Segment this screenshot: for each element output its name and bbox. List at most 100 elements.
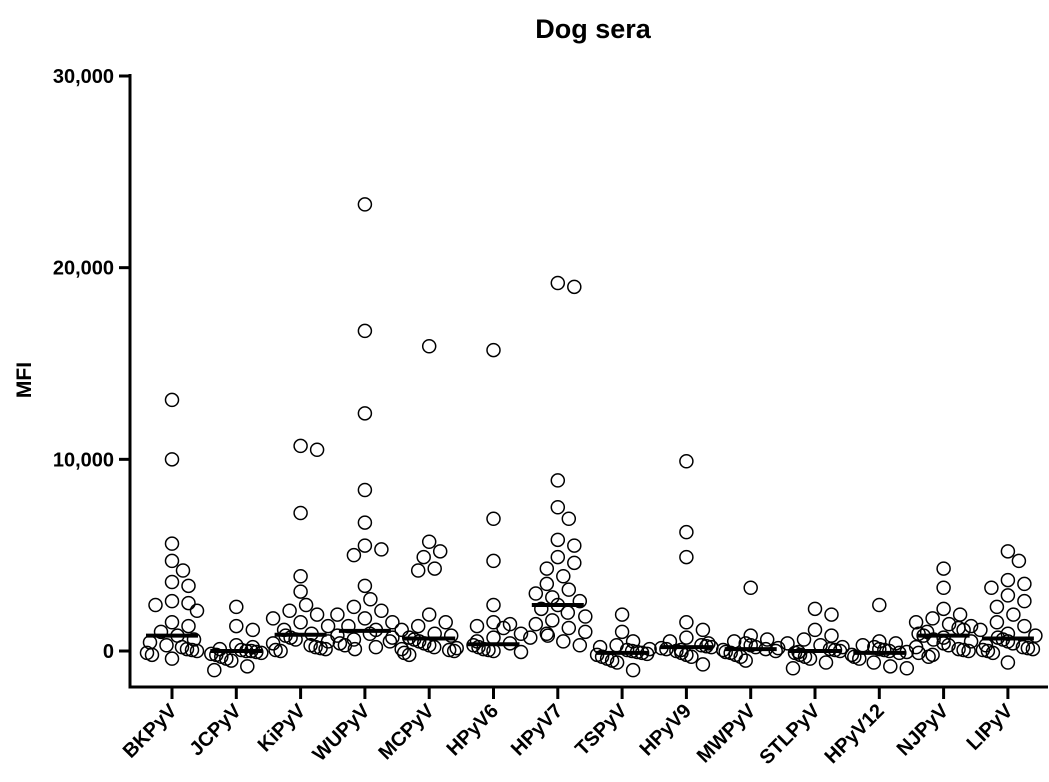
data-point xyxy=(443,628,459,643)
data-point xyxy=(496,620,511,636)
data-point xyxy=(374,542,389,557)
data-point xyxy=(265,636,281,651)
data-point xyxy=(528,586,544,601)
data-point xyxy=(572,638,588,653)
data-point xyxy=(824,607,839,622)
data-point xyxy=(1017,576,1032,592)
data-point xyxy=(911,645,926,661)
y-axis-label: MFI xyxy=(13,362,36,398)
data-point xyxy=(357,482,373,498)
data-point xyxy=(807,622,823,638)
data-point xyxy=(486,630,501,645)
data-point xyxy=(282,603,297,618)
data-point xyxy=(951,641,966,657)
data-point xyxy=(550,275,566,291)
data-point xyxy=(567,555,582,571)
data-point xyxy=(446,643,462,659)
x-tick-label: MCPyV xyxy=(374,700,439,765)
data-point xyxy=(421,339,437,354)
data-point xyxy=(973,622,988,638)
data-point xyxy=(985,645,1001,661)
data-point xyxy=(883,659,898,674)
data-point xyxy=(550,473,566,488)
data-point xyxy=(265,611,281,626)
data-point xyxy=(410,618,426,634)
data-point xyxy=(679,630,694,645)
y-tick-label: 0 xyxy=(103,641,114,663)
data-point xyxy=(1000,588,1016,603)
data-point xyxy=(164,574,180,590)
data-point xyxy=(240,659,255,674)
data-point xyxy=(189,603,205,618)
data-point xyxy=(164,651,180,666)
data-point xyxy=(159,638,174,653)
data-point xyxy=(337,638,353,653)
data-point xyxy=(385,615,400,630)
data-point xyxy=(560,605,576,620)
data-point xyxy=(164,452,180,467)
data-point xyxy=(614,607,630,622)
data-point xyxy=(346,547,362,563)
data-point xyxy=(293,615,308,630)
data-point xyxy=(1025,641,1041,657)
chart-title: Dog sera xyxy=(535,14,652,44)
data-point xyxy=(567,279,582,295)
data-point xyxy=(164,593,180,609)
data-point xyxy=(899,661,915,676)
data-point xyxy=(619,642,635,658)
data-point xyxy=(416,549,431,565)
data-point xyxy=(625,662,641,678)
data-point xyxy=(427,561,442,576)
data-point xyxy=(357,323,373,339)
data-point xyxy=(963,634,979,649)
data-point xyxy=(421,607,437,622)
data-point xyxy=(293,584,308,599)
data-point xyxy=(268,642,283,658)
x-tick-label: JCPyV xyxy=(185,700,246,761)
data-point xyxy=(523,630,538,645)
data-point xyxy=(204,646,219,662)
data-point xyxy=(941,616,957,632)
data-point xyxy=(357,578,373,594)
x-tick-label: KiPyV xyxy=(254,700,311,757)
data-point xyxy=(346,599,362,615)
data-point xyxy=(438,615,453,630)
data-point xyxy=(989,615,1005,630)
data-point xyxy=(273,643,288,659)
data-point xyxy=(614,624,630,640)
data-point xyxy=(245,622,261,638)
data-point xyxy=(567,538,582,553)
data-point xyxy=(561,511,577,526)
data-point xyxy=(818,655,834,670)
data-point xyxy=(1017,618,1032,634)
x-tick-label: NJPyV xyxy=(893,700,954,761)
data-point xyxy=(363,592,378,607)
data-point xyxy=(556,634,571,649)
data-point xyxy=(908,615,924,630)
data-point xyxy=(1011,553,1027,569)
data-point xyxy=(426,639,442,655)
data-point xyxy=(952,607,968,622)
data-point xyxy=(738,653,753,668)
data-point xyxy=(796,632,812,647)
data-point xyxy=(695,657,711,672)
data-point xyxy=(229,618,244,634)
data-point xyxy=(298,597,314,613)
data-point xyxy=(1006,607,1021,622)
x-tick-label: BKPyV xyxy=(119,700,182,763)
data-point xyxy=(872,641,887,657)
data-point xyxy=(1000,655,1016,670)
data-point xyxy=(320,634,336,649)
data-point xyxy=(936,561,951,576)
data-point xyxy=(144,647,160,663)
data-point xyxy=(449,640,464,656)
data-point xyxy=(385,630,400,645)
median-lines xyxy=(146,603,1034,655)
data-point xyxy=(181,595,196,611)
y-tick-label: 10,000 xyxy=(53,449,114,471)
data-point xyxy=(550,549,566,565)
data-point xyxy=(936,601,951,617)
x-tick-label: WUPyV xyxy=(309,700,375,766)
data-point xyxy=(469,618,485,634)
